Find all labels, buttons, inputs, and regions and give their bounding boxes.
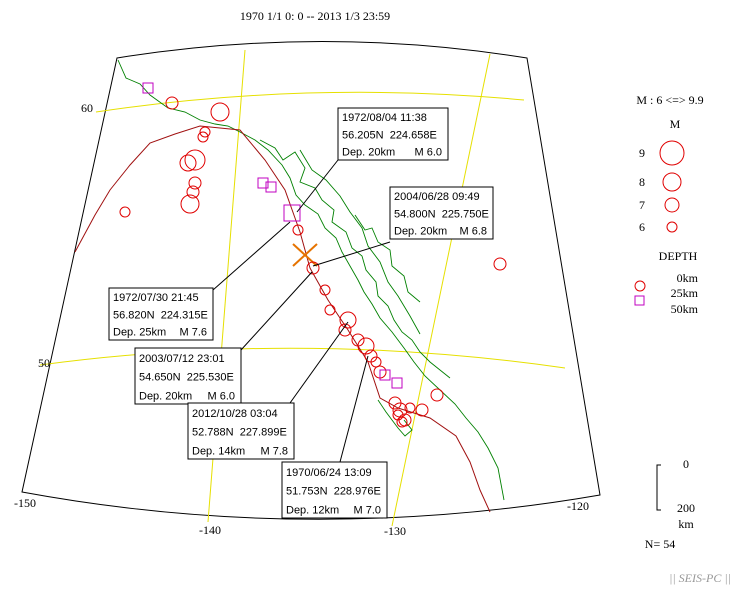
annotation-box: [187, 402, 295, 460]
annotation-location: 56.820N 224.315E: [113, 309, 208, 321]
legend-label: 0km: [677, 271, 699, 285]
quakes: [119, 82, 507, 428]
annotation-magnitude: M 7.6: [179, 327, 207, 339]
quake-marker: [184, 149, 206, 171]
quake-marker: [430, 388, 444, 402]
legend-depth: [634, 295, 645, 306]
quake-marker: [199, 126, 211, 138]
lon-label: -130: [384, 524, 406, 538]
annotation-time: 2003/07/12 23:01: [139, 353, 225, 365]
leader-line: [289, 321, 349, 404]
legend-depth: [634, 280, 646, 292]
quake-marker: [338, 323, 352, 337]
legend-label: 50km: [671, 302, 699, 316]
quake-marker: [379, 369, 391, 381]
leader-line: [339, 355, 369, 463]
quake-marker: [165, 96, 179, 110]
annotation-location: 54.650N 225.530E: [139, 372, 234, 384]
legend-label: 25km: [671, 286, 699, 300]
legend-label: 9: [639, 146, 645, 160]
quake-marker: [324, 304, 336, 316]
legend-label: 6: [639, 220, 645, 234]
annotation-time: 2012/10/28 03:04: [192, 408, 278, 420]
annotation-depth: Dep. 14km: [192, 445, 245, 457]
quake-marker: [319, 284, 331, 296]
quake-marker: [197, 131, 209, 143]
annotation-time: 1972/07/30 21:45: [113, 292, 199, 304]
annotation-depth: Dep. 20km: [342, 147, 395, 159]
annotation-depth: Dep. 12km: [286, 504, 339, 516]
lat-label: 50: [38, 356, 50, 370]
selected-marker: [292, 243, 318, 267]
map-frame: [21, 41, 601, 520]
quake-marker: [396, 416, 408, 428]
footer: || SEIS-PC ||: [669, 571, 731, 585]
annotation-magnitude: M 7.8: [260, 445, 288, 457]
legend-magnitude: [659, 140, 685, 233]
annotation-magnitude: M 6.0: [414, 147, 442, 159]
legend-label: 7: [639, 198, 645, 212]
leader-line: [312, 241, 391, 267]
quake-marker: [210, 102, 230, 122]
quake-marker: [186, 185, 200, 199]
legend-title: M: [670, 117, 681, 131]
quake-marker: [180, 194, 200, 214]
annotation-time: 2004/06/28 09:49: [394, 191, 480, 203]
annotation-box: [134, 347, 242, 405]
quake-marker: [142, 82, 154, 94]
quake-marker: [357, 337, 375, 355]
plate-boundary: [74, 125, 491, 513]
quake-marker: [283, 204, 301, 222]
annotation-location: 54.800N 225.750E: [394, 208, 489, 220]
lat-label: 60: [81, 101, 93, 115]
annotation-time: 1970/06/24 13:09: [286, 467, 372, 479]
annotation-location: 56.205N 224.658E: [342, 129, 437, 141]
leader-line: [240, 271, 313, 351]
annotations: 1972/08/04 11:38 56.205N 224.658E Dep. 20k…: [108, 107, 494, 519]
annotation-magnitude: M 6.0: [207, 390, 235, 402]
quake-marker: [119, 206, 131, 218]
scale-label: 0: [683, 457, 689, 471]
quake-marker: [398, 413, 412, 427]
quake-marker: [493, 257, 507, 271]
legend-range: M : 6 <=> 9.9: [636, 93, 703, 107]
lon-label: -120: [567, 499, 589, 513]
leader-line: [212, 221, 291, 291]
annotation-magnitude: M 7.0: [353, 504, 381, 516]
title: 1970 1/1 0: 0 -- 2013 1/3 23:59: [240, 9, 390, 23]
scale-label: 200: [677, 501, 695, 515]
annotation-magnitude: M 6.8: [459, 226, 487, 238]
legend-label: 8: [639, 175, 645, 189]
quake-marker: [404, 402, 416, 414]
annotation-depth: Dep. 25km: [113, 327, 166, 339]
annotation-location: 52.788N 227.899E: [192, 427, 287, 439]
quake-marker: [306, 261, 320, 275]
scale-label: km: [678, 517, 694, 531]
legend-title: DEPTH: [659, 249, 698, 263]
event-count: N= 54: [645, 537, 675, 551]
annotation-depth: Dep. 20km: [139, 390, 192, 402]
annotation-location: 51.753N 228.976E: [286, 486, 381, 498]
quake-marker: [391, 377, 403, 389]
lon-label: -150: [14, 496, 36, 510]
quake-marker: [179, 154, 197, 172]
quake-marker: [292, 224, 304, 236]
quake-marker: [392, 409, 404, 421]
annotation-box: [389, 186, 494, 240]
lon-label: -140: [199, 523, 221, 537]
quake-marker: [265, 181, 277, 193]
leader-line: [296, 159, 339, 213]
annotation-box: [337, 107, 449, 161]
quake-marker: [339, 311, 357, 329]
annotation-box: [108, 287, 214, 341]
annotation-time: 1972/08/04 11:38: [342, 112, 427, 124]
annotation-box: [281, 461, 388, 519]
quake-marker: [257, 177, 269, 189]
depth-scale: [656, 464, 661, 511]
quake-marker: [415, 403, 429, 417]
annotation-depth: Dep. 20km: [394, 226, 447, 238]
quake-marker: [188, 176, 202, 190]
